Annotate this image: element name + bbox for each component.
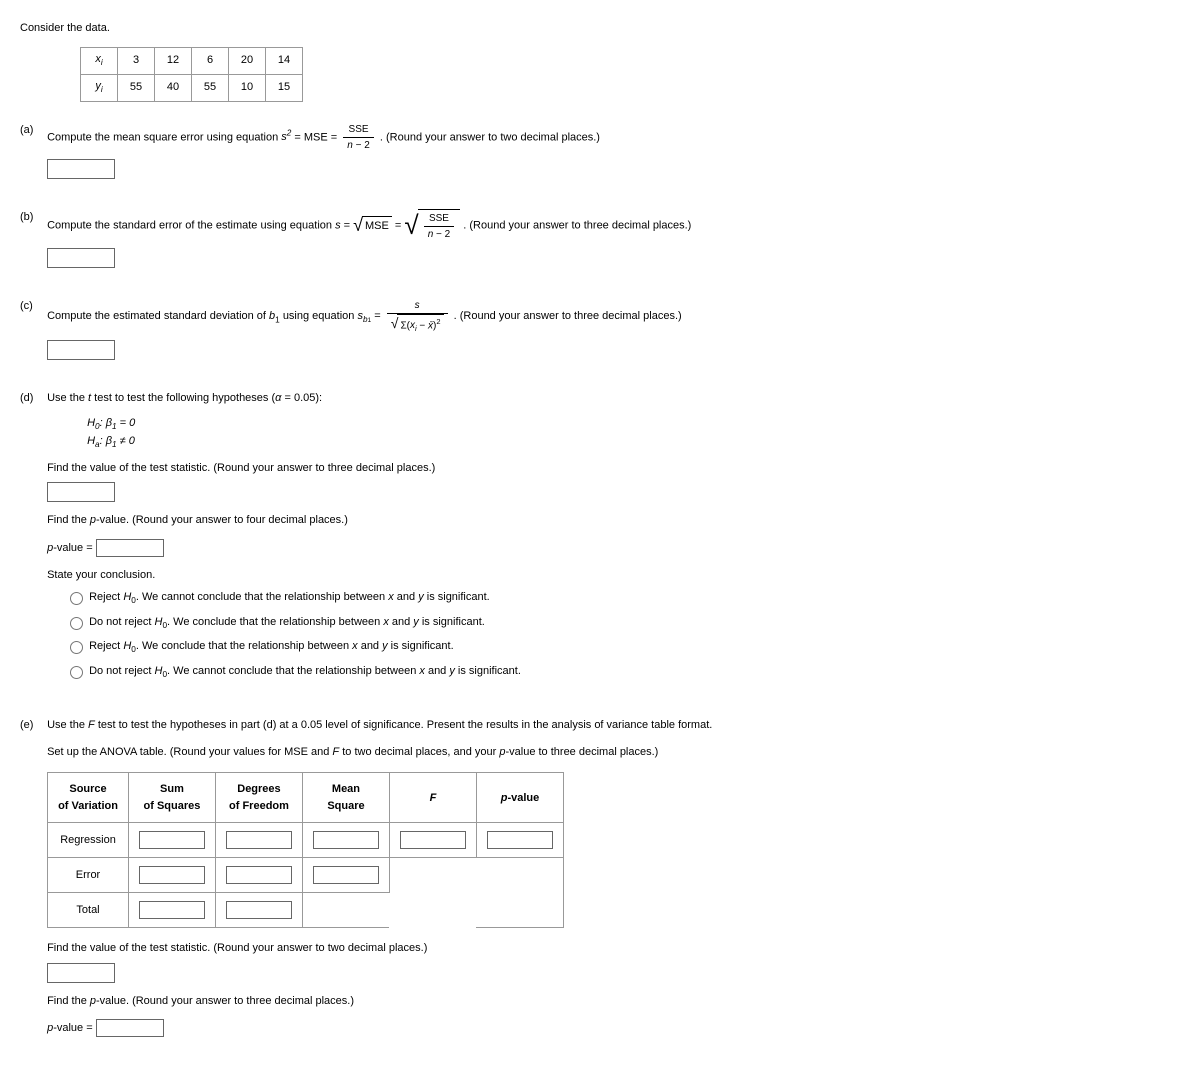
anova-reg-f[interactable]: [400, 831, 466, 849]
answer-input-e-ts[interactable]: [47, 963, 115, 983]
anova-h6: p-value: [476, 773, 563, 823]
e-pv-prompt: Find the p-value. (Round your answer to …: [47, 993, 712, 1010]
anova-reg-ms[interactable]: [313, 831, 379, 849]
opt4: Do not reject H0. We cannot conclude tha…: [89, 665, 521, 677]
anova-err-ms[interactable]: [313, 866, 379, 884]
d-pv-prompt: Find the p-value. (Round your answer to …: [47, 512, 521, 529]
opt3: Reject H0. We conclude that the relation…: [89, 640, 454, 652]
anova-row-err: Error: [48, 858, 129, 893]
cell: 14: [266, 47, 303, 74]
e-ts-prompt: Find the value of the test statistic. (R…: [47, 940, 712, 957]
part-b-post: . (Round your answer to three decimal pl…: [463, 219, 691, 231]
cell: 12: [155, 47, 192, 74]
part-d-label: (d): [20, 390, 44, 407]
part-b-text: Compute the standard error of the estima…: [47, 219, 335, 231]
anova-reg-p[interactable]: [487, 831, 553, 849]
d-ts-prompt: Find the value of the test statistic. (R…: [47, 460, 521, 477]
answer-input-d-ts[interactable]: [47, 482, 115, 502]
row-header-x: xi: [81, 47, 118, 74]
answer-input-b[interactable]: [47, 248, 115, 268]
anova-h1: Sourceof Variation: [48, 773, 129, 823]
cell: 3: [118, 47, 155, 74]
cell: 55: [192, 74, 229, 101]
answer-input-a[interactable]: [47, 159, 115, 179]
cell: 20: [229, 47, 266, 74]
answer-input-c[interactable]: [47, 340, 115, 360]
anova-tot-ss[interactable]: [139, 901, 205, 919]
anova-reg-ss[interactable]: [139, 831, 205, 849]
part-a-label: (a): [20, 122, 44, 139]
answer-input-d-pv[interactable]: [96, 539, 164, 557]
anova-reg-df[interactable]: [226, 831, 292, 849]
answer-input-e-pv[interactable]: [96, 1019, 164, 1037]
part-b: (b) Compute the standard error of the es…: [20, 209, 1180, 268]
part-c: (c) Compute the estimated standard devia…: [20, 298, 1180, 361]
sqrt-mse: √MSE: [353, 216, 392, 235]
anova-err-df[interactable]: [226, 866, 292, 884]
part-e: (e) Use the F test to test the hypothese…: [20, 717, 1180, 1037]
part-c-label: (c): [20, 298, 44, 315]
part-c-post: . (Round your answer to three decimal pl…: [454, 310, 682, 322]
anova-row-tot: Total: [48, 893, 129, 928]
part-c-text: Compute the estimated standard deviation…: [47, 310, 269, 322]
cell: 15: [266, 74, 303, 101]
part-a-text: Compute the mean square error using equa…: [47, 131, 281, 143]
eq-lhs-a: s2: [281, 131, 291, 143]
anova-h5: F: [389, 773, 476, 823]
data-table: xi 3 12 6 20 14 yi 55 40 55 10 15: [80, 47, 303, 102]
part-d-intro: Use the t test to test the following hyp…: [47, 392, 322, 404]
radio-d-4[interactable]: [70, 666, 83, 679]
anova-h3: Degreesof Freedom: [215, 773, 302, 823]
anova-tot-df[interactable]: [226, 901, 292, 919]
radio-d-1[interactable]: [70, 592, 83, 605]
radio-d-2[interactable]: [70, 617, 83, 630]
part-d: (d) Use the t test to test the following…: [20, 390, 1180, 687]
d-conc-prompt: State your conclusion.: [47, 567, 521, 584]
sqrt-frac: √ SSE n − 2: [404, 209, 460, 242]
fraction-c: s √ Σ(xi − x̄)2: [387, 298, 448, 335]
part-a-post: . (Round your answer to two decimal plac…: [380, 131, 600, 143]
radio-d-3[interactable]: [70, 641, 83, 654]
cell: 6: [192, 47, 229, 74]
cell: 55: [118, 74, 155, 101]
intro-text: Consider the data.: [20, 20, 1180, 37]
fraction-a: SSE n − 2: [343, 122, 374, 153]
cell: 10: [229, 74, 266, 101]
anova-row-reg: Regression: [48, 823, 129, 858]
hypotheses: H0: β1 = 0 Ha: β1 ≠ 0: [87, 415, 521, 452]
anova-err-ss[interactable]: [139, 866, 205, 884]
anova-h2: Sumof Squares: [128, 773, 215, 823]
opt2: Do not reject H0. We conclude that the r…: [89, 616, 485, 628]
e-intro2: Set up the ANOVA table. (Round your valu…: [47, 744, 712, 761]
part-b-label: (b): [20, 209, 44, 226]
cell: 40: [155, 74, 192, 101]
part-e-label: (e): [20, 717, 44, 734]
part-a: (a) Compute the mean square error using …: [20, 122, 1180, 179]
anova-h4: MeanSquare: [302, 773, 389, 823]
row-header-y: yi: [81, 74, 118, 101]
anova-table: Sourceof Variation Sumof Squares Degrees…: [47, 772, 564, 928]
opt1: Reject H0. We cannot conclude that the r…: [89, 591, 490, 603]
e-intro1: Use the F test to test the hypotheses in…: [47, 717, 712, 734]
